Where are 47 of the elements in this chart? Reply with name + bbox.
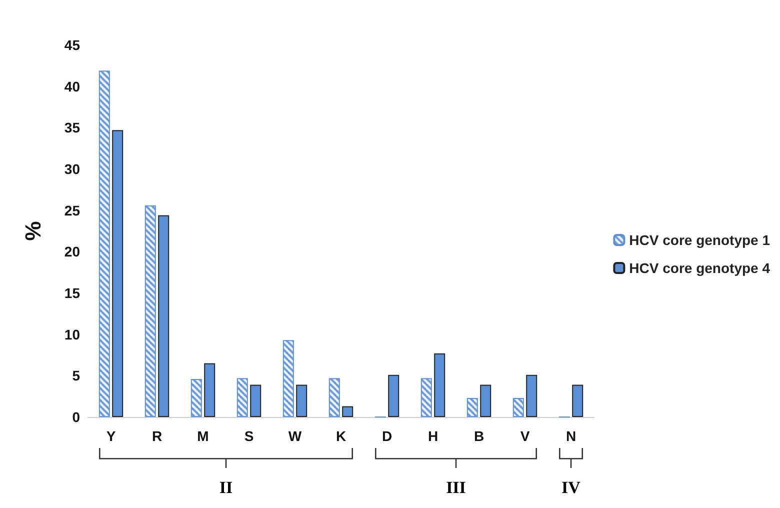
bar [158, 215, 170, 417]
bar [434, 353, 446, 417]
y-tick-label: 15 [64, 285, 80, 301]
y-tick-label: 35 [64, 120, 80, 136]
text: III [446, 478, 466, 498]
bar [480, 384, 492, 417]
x-tick-label: H [428, 428, 438, 444]
y-tick-label: 25 [64, 202, 80, 218]
bar [204, 363, 216, 417]
text: II [219, 478, 233, 498]
y-tick-label: 0 [72, 409, 80, 425]
x-tick-label: M [197, 428, 209, 444]
y-tick-label: 45 [64, 37, 80, 53]
x-tick-label: S [244, 428, 254, 444]
bar [236, 378, 248, 417]
y-tick-label: 30 [64, 161, 80, 177]
y-axis-title: % [20, 221, 46, 241]
bar [526, 374, 538, 417]
legend-label: HCV core genotype 4 [629, 260, 770, 276]
bar [466, 398, 478, 417]
x-tick-label: R [152, 428, 162, 444]
bar [190, 378, 202, 417]
y-tick-label: 20 [64, 244, 80, 260]
x-tick-label: B [474, 428, 484, 444]
y-tick-label: 10 [64, 326, 80, 342]
x-tick-label: V [520, 428, 530, 444]
bar [144, 205, 156, 417]
bar [112, 130, 124, 417]
bar [328, 378, 340, 417]
bar [512, 398, 524, 417]
bar [98, 70, 110, 417]
x-tick-label: Y [106, 428, 116, 444]
bar [420, 378, 432, 417]
bar [250, 384, 262, 417]
x-tick-label: K [336, 428, 346, 444]
text: IV [562, 478, 580, 498]
bar [342, 406, 354, 417]
legend-label: HCV core genotype 1 [629, 232, 770, 248]
bar [296, 384, 308, 417]
x-tick-label: N [566, 428, 576, 444]
bar [388, 374, 400, 417]
y-tick-label: 5 [72, 368, 80, 384]
y-tick-label: 40 [64, 78, 80, 94]
x-tick-label: D [382, 428, 392, 444]
bar [572, 384, 584, 417]
x-tick-label: W [288, 428, 302, 444]
bar [282, 340, 294, 417]
